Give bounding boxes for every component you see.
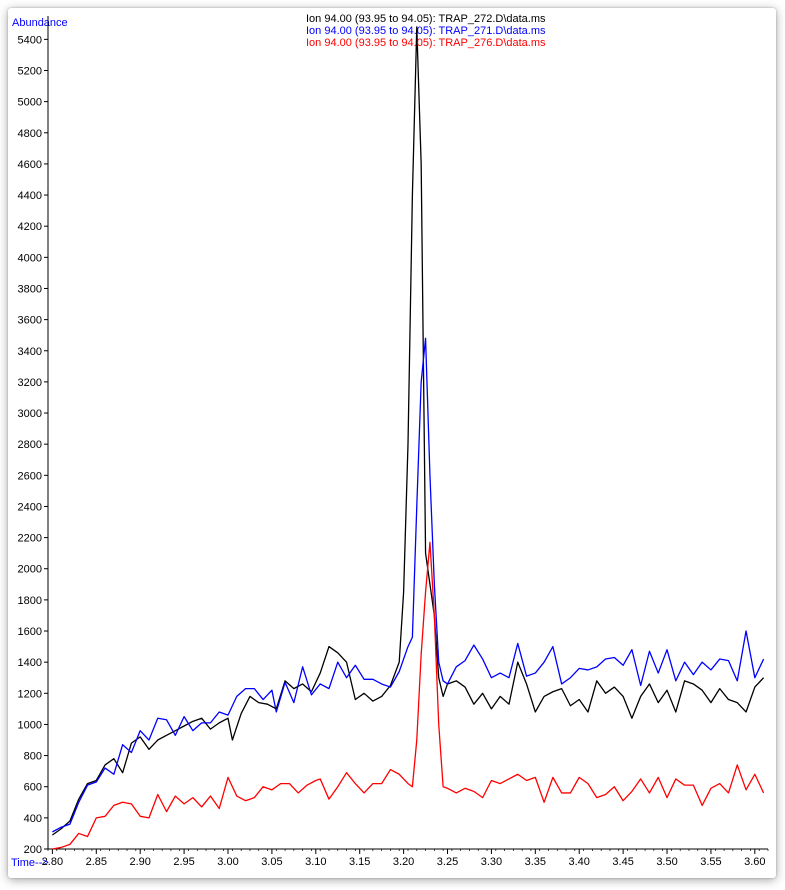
x-tick-label: 2.90 [129,856,150,868]
x-tick-label: 3.15 [349,856,370,868]
x-tick-label: 3.40 [569,856,590,868]
y-tick-label: 1800 [18,595,42,607]
y-tick-label: 5000 [18,97,42,109]
y-tick-label: 4400 [18,190,42,202]
x-tick-label: 2.95 [173,856,194,868]
y-tick-label: 600 [24,782,42,794]
y-tick-label: 3800 [18,283,42,295]
legend-entry-2: Ion 94.00 (93.95 to 94.05): TRAP_271.D\d… [306,25,546,37]
y-tick-label: 3000 [18,408,42,420]
legend-entry-3: Ion 94.00 (93.95 to 94.05): TRAP_276.D\d… [306,37,546,49]
x-tick-label: 3.00 [217,856,238,868]
y-tick-label: 1200 [18,688,42,700]
x-tick-label: 3.50 [656,856,677,868]
y-tick-label: 2600 [18,470,42,482]
x-tick-label: 3.20 [393,856,414,868]
y-tick-label: 5400 [18,34,42,46]
chromatogram-chart: Abundance Time--> 200 400 600 800 1000 1200 14… [11,13,769,869]
y-tick-label: 2200 [18,533,42,545]
y-tick-label: 200 [24,844,42,856]
series-line-1 [52,26,765,836]
y-tick-label: 2800 [18,439,42,451]
x-tick-label: 3.35 [525,856,546,868]
series-line-3 [52,541,765,850]
y-tick-label: 3600 [18,315,42,327]
y-tick-label: 1400 [18,657,42,669]
x-tick-label: 3.30 [481,856,502,868]
y-tick-label: 800 [24,751,42,763]
x-tick-label: 3.60 [744,856,765,868]
legend: Ion 94.00 (93.95 to 94.05): TRAP_272.D\d… [306,13,546,49]
y-tick-label: 5200 [18,65,42,77]
x-tick-label: 3.05 [261,856,282,868]
y-tick-label: 2000 [18,564,42,576]
y-tick-label: 1600 [18,626,42,638]
axes: 200 400 600 800 1000 1200 1400 1600 1800 2000 2200… [18,16,769,868]
series-lines [52,26,765,850]
x-tick-label: 2.85 [86,856,107,868]
y-tick-label: 4600 [18,159,42,171]
series-line-2 [52,337,765,833]
x-tick-label: 3.25 [437,856,458,868]
y-tick-label: 2400 [18,501,42,513]
y-tick-label: 4000 [18,252,42,264]
y-tick-label: 3200 [18,377,42,389]
y-tick-label: 1000 [18,719,42,731]
x-tick-label: 3.10 [305,856,326,868]
chart-frame: Abundance Time--> 200 400 600 800 1000 1200 14… [8,8,776,878]
y-axis-title: Abundance [12,17,68,29]
y-tick-label: 4200 [18,221,42,233]
x-tick-label: 2.80 [42,856,63,868]
y-tick-label: 400 [24,813,42,825]
x-axis-title: Time--> [11,857,49,869]
x-tick-label: 3.45 [612,856,633,868]
y-tick-label: 4800 [18,128,42,140]
y-tick-label: 3400 [18,346,42,358]
x-tick-label: 3.55 [700,856,721,868]
legend-entry-1: Ion 94.00 (93.95 to 94.05): TRAP_272.D\d… [306,13,546,25]
